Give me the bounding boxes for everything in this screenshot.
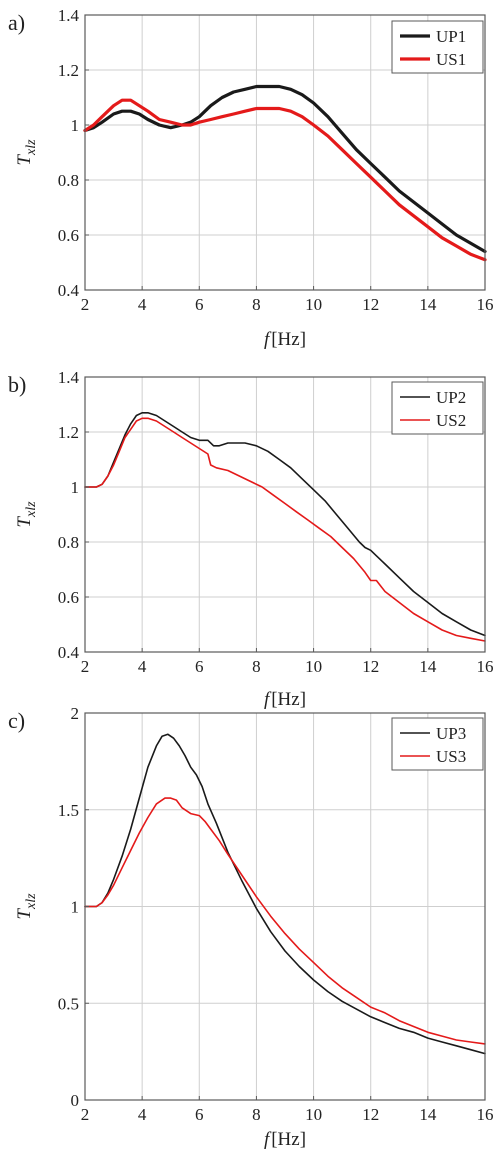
plot-frame: [84, 14, 486, 291]
y-tick-label: 1.4: [58, 6, 80, 25]
x-tick-label: 16: [477, 1105, 494, 1124]
x-tick-label: 2: [81, 1105, 90, 1124]
y-tick-label: 1.2: [58, 423, 79, 442]
y-tick-label: 0.4: [58, 281, 80, 300]
x-tick-label: 10: [305, 295, 322, 314]
x-tick-label: 12: [362, 657, 379, 676]
x-axis-unit: [Hz]: [271, 329, 306, 350]
plot-frame: [84, 376, 486, 653]
y-axis-sub: xlz: [24, 139, 39, 156]
y-tick-label: 1.4: [58, 368, 80, 387]
panel-label: c): [8, 708, 25, 733]
y-tick-label: 0.8: [58, 533, 79, 552]
x-tick-label: 10: [305, 1105, 322, 1124]
x-tick-label: 10: [305, 657, 322, 676]
y-axis-main: T: [14, 516, 35, 528]
legend-box: [391, 381, 484, 435]
y-axis-label: Txlz: [14, 501, 39, 528]
y-tick-label: 0.5: [58, 994, 79, 1013]
x-axis-unit: [Hz]: [271, 1129, 306, 1150]
y-tick-label: 0.4: [58, 643, 80, 662]
y-tick-label: 1.2: [58, 61, 79, 80]
x-axis-label: f [Hz]: [264, 689, 306, 710]
series-line-UP1: [83, 84, 487, 254]
x-axis-symbol: f: [264, 329, 272, 350]
legend-box: [391, 20, 484, 74]
x-tick-label: 12: [362, 1105, 379, 1124]
x-tick-label: 8: [252, 295, 261, 314]
x-tick-label: 14: [419, 1105, 437, 1124]
x-tick-label: 6: [195, 1105, 204, 1124]
y-axis-main: T: [14, 154, 35, 166]
x-tick-label: 8: [252, 657, 261, 676]
x-tick-label: 4: [138, 1105, 147, 1124]
y-axis-main: T: [14, 908, 35, 920]
x-tick-label: 2: [81, 657, 90, 676]
legend-label-UP1: UP1: [436, 27, 466, 46]
x-axis-label: f [Hz]: [264, 329, 306, 350]
x-tick-label: 4: [138, 657, 147, 676]
x-axis-symbol: f: [264, 1129, 272, 1150]
series-line-US2: [84, 417, 486, 642]
x-axis-symbol: f: [264, 689, 272, 710]
legend-label-US3: US3: [436, 747, 466, 766]
legend-label-US2: US2: [436, 411, 466, 430]
x-axis-unit: [Hz]: [271, 689, 306, 710]
x-tick-label: 2: [81, 295, 90, 314]
y-tick-label: 1: [71, 478, 80, 497]
series-line-UP2: [84, 412, 486, 637]
y-tick-label: 1: [71, 898, 80, 917]
x-tick-label: 16: [477, 295, 494, 314]
legend-label-UP2: UP2: [436, 388, 466, 407]
y-tick-label: 1.5: [58, 801, 79, 820]
x-tick-label: 14: [419, 295, 437, 314]
panel-label: a): [8, 10, 25, 35]
series-line-UP3: [84, 733, 486, 1055]
legend-label-US1: US1: [436, 50, 466, 69]
x-axis-label: f [Hz]: [264, 1129, 306, 1150]
x-tick-label: 14: [419, 657, 437, 676]
series-line-US3: [84, 797, 486, 1045]
series-line-US1: [83, 98, 487, 262]
x-tick-label: 6: [195, 657, 204, 676]
y-tick-label: 0.6: [58, 588, 79, 607]
y-axis-label: Txlz: [14, 893, 39, 920]
x-tick-label: 16: [477, 657, 494, 676]
legend-label-UP3: UP3: [436, 724, 466, 743]
chart-panel-2: b) 2 4 6 8 10 12 14 16 0.4 0.6 0.8 1 1.2 1.4 f [Hz] Txlz U…: [8, 368, 494, 710]
y-tick-label: 0.6: [58, 226, 79, 245]
x-tick-label: 4: [138, 295, 147, 314]
panel-label: b): [8, 372, 26, 397]
x-tick-label: 8: [252, 1105, 261, 1124]
chart-panel-1: a) 2 4 6 8 10 12 14 16 0.4 0.6 0.8 1 1.2 1.4 f [Hz] Txlz U…: [8, 6, 494, 350]
y-axis-label: Txlz: [14, 139, 39, 166]
y-tick-label: 2: [71, 704, 80, 723]
y-tick-label: 0: [71, 1091, 80, 1110]
y-tick-label: 1: [71, 116, 80, 135]
y-axis-sub: xlz: [24, 501, 39, 518]
y-axis-sub: xlz: [24, 893, 39, 910]
y-tick-label: 0.8: [58, 171, 79, 190]
x-tick-label: 12: [362, 295, 379, 314]
x-tick-label: 6: [195, 295, 204, 314]
legend-box: [391, 717, 484, 771]
